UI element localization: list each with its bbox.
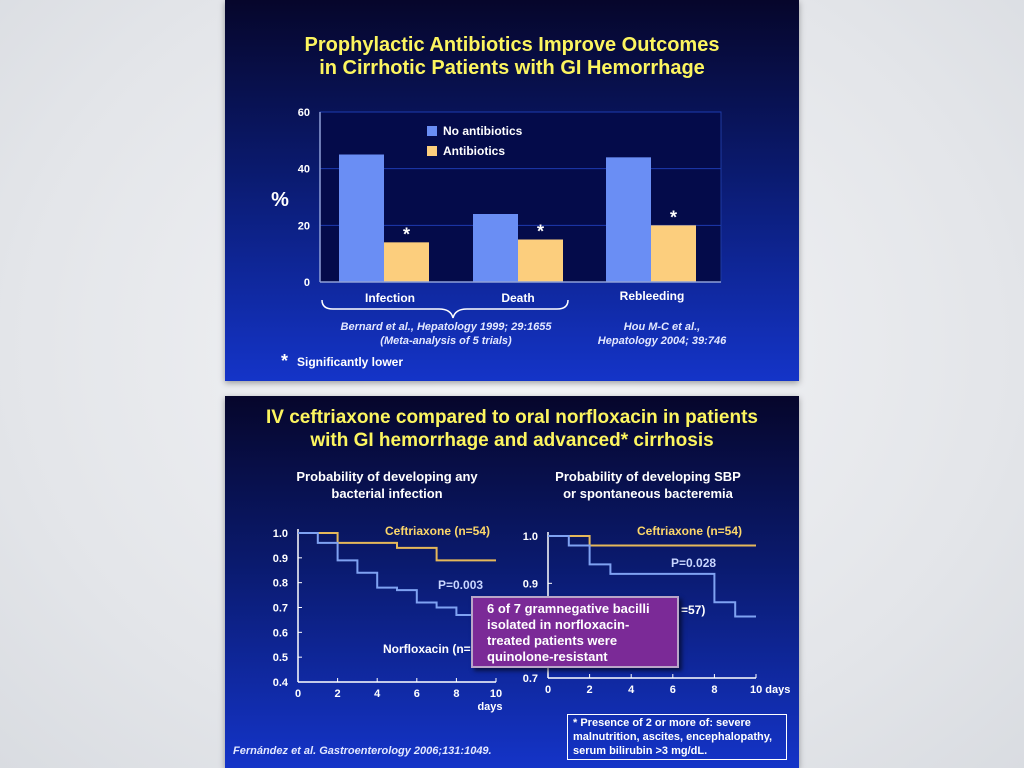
- footnote-line: serum bilirubin >3 mg/dL.: [573, 745, 708, 757]
- left-chart-title-line2: bacterial infection: [331, 486, 442, 501]
- x-tick-label: 8: [711, 684, 717, 696]
- left-pvalue: P=0.003: [438, 578, 483, 592]
- citation-bernard-line1: Bernard et al., Hepatology 1999; 29:1655: [341, 321, 553, 333]
- x-label-infection: Infection: [365, 291, 415, 305]
- right-chart-title-line2: or spontaneous bacteremia: [563, 486, 734, 501]
- x-label-death: Death: [501, 291, 534, 305]
- y-tick-label: 0: [304, 277, 310, 289]
- x-tick-label: 8: [453, 688, 459, 700]
- y-tick-label: 0.6: [273, 627, 288, 639]
- survival-curves-figure: IV ceftriaxone compared to oral norfloxa…: [233, 407, 790, 757]
- bar-rebleeding-antibiotics: [651, 225, 696, 282]
- y-tick-label: 0.9: [273, 553, 288, 565]
- legend-label-antibiotics: Antibiotics: [443, 144, 505, 158]
- right-chart-title-line1: Probability of developing SBP: [555, 469, 741, 484]
- advanced-cirrhosis-footnote: * Presence of 2 or more of: severe malnu…: [567, 714, 787, 760]
- y-tick-label: 1.0: [523, 531, 538, 543]
- left-chart-title-line1: Probability of developing any: [296, 469, 478, 484]
- x-axis-label: days: [477, 701, 502, 713]
- citation-hou-line2: Hepatology 2004; 39:746: [598, 335, 727, 347]
- legend-label-no-antibiotics: No antibiotics: [443, 124, 523, 138]
- footnote-significantly-lower: Significantly lower: [297, 355, 403, 369]
- y-tick-label: 40: [298, 164, 310, 176]
- significance-asterisk: *: [403, 224, 410, 244]
- y-tick-labels: 0 20 40 60: [298, 107, 310, 289]
- y-tick-label: 0.7: [523, 673, 538, 685]
- callout-line: isolated in norfloxacin-: [487, 617, 630, 632]
- citation-hou-line1: Hou M-C et al.,: [624, 321, 700, 333]
- x-tick-label: 4: [628, 684, 635, 696]
- callout-line: quinolone-resistant: [487, 649, 608, 664]
- norfloxacin-curve: [298, 532, 477, 616]
- x-tick-label: 2: [335, 688, 341, 700]
- y-tick-label: 20: [298, 220, 310, 232]
- callout-line: treated patients were: [487, 633, 618, 648]
- x-tick-label: 4: [374, 688, 381, 700]
- ceftriaxone-curve: [298, 532, 496, 562]
- right-ceftriaxone-label: Ceftriaxone (n=54): [637, 524, 742, 538]
- bar-death-antibiotics: [518, 239, 563, 282]
- citation-fernandez: Fernández et al. Gastroenterology 2006;1…: [233, 745, 492, 757]
- right-pvalue: P=0.028: [671, 556, 716, 570]
- y-tick-label: 0.5: [273, 652, 288, 664]
- x-label-rebleeding: Rebleeding: [620, 289, 685, 303]
- legend-swatch-no-antibiotics: [427, 126, 437, 136]
- left-ceftriaxone-label: Ceftriaxone (n=54): [385, 524, 490, 538]
- grouping-brace: [321, 299, 569, 319]
- y-tick-label: 0.9: [523, 578, 538, 590]
- slide2-title-line1: IV ceftriaxone compared to oral norfloxa…: [266, 407, 758, 428]
- callout-line: 6 of 7 gramnegative bacilli: [487, 601, 650, 616]
- footnote-line: malnutrition, ascites, encephalopathy,: [573, 731, 773, 743]
- y-tick-label: 0.8: [273, 578, 288, 590]
- bar-infection-antibiotics: [384, 242, 429, 282]
- slide1-title-line2: in Cirrhotic Patients with GI Hemorrhage: [319, 57, 705, 79]
- x-tick-label: 10: [490, 688, 502, 700]
- x-tick-label: 2: [587, 684, 593, 696]
- right-norfloxacin-fragment: =57): [681, 603, 705, 617]
- bar-death-no-antibiotics: [473, 214, 518, 282]
- resistance-callout-box: 6 of 7 gramnegative bacilli isolated in …: [471, 596, 679, 668]
- citation-bernard-line2: (Meta-analysis of 5 trials): [380, 335, 512, 347]
- significance-asterisk: *: [670, 207, 677, 227]
- y-tick-label: 0.4: [273, 677, 289, 689]
- left-norfloxacin-label: Norfloxacin (n=: [383, 642, 471, 656]
- bar-chart-figure: Prophylactic Antibiotics Improve Outcome…: [271, 34, 727, 371]
- slide1-title-line1: Prophylactic Antibiotics Improve Outcome…: [305, 34, 720, 56]
- bar-infection-no-antibiotics: [339, 154, 384, 282]
- slide2-title-line2: with GI hemorrhage and advanced* cirrhos…: [309, 430, 713, 451]
- footnote-line: * Presence of 2 or more of: severe: [573, 717, 751, 729]
- x-tick-label: 6: [414, 688, 420, 700]
- legend-swatch-antibiotics: [427, 146, 437, 156]
- y-tick-label: 0.7: [273, 603, 288, 615]
- legend: No antibiotics Antibiotics: [427, 124, 523, 158]
- significance-asterisk: *: [537, 222, 544, 242]
- x-tick-label: 10 days: [750, 684, 790, 696]
- footnote-asterisk: *: [281, 351, 288, 371]
- bars: * * *: [339, 154, 696, 282]
- slide-ceftriaxone-vs-norfloxacin: IV ceftriaxone compared to oral norfloxa…: [225, 396, 799, 768]
- y-tick-label: 60: [298, 107, 310, 119]
- x-tick-label: 0: [295, 688, 301, 700]
- y-tick-label: 1.0: [273, 528, 288, 540]
- x-tick-label: 0: [545, 684, 551, 696]
- bar-rebleeding-no-antibiotics: [606, 157, 651, 282]
- norfloxacin-curve: [548, 535, 756, 618]
- y-axis-label: %: [271, 189, 289, 211]
- slide-prophylactic-antibiotics: Prophylactic Antibiotics Improve Outcome…: [225, 0, 799, 381]
- x-tick-label: 6: [670, 684, 676, 696]
